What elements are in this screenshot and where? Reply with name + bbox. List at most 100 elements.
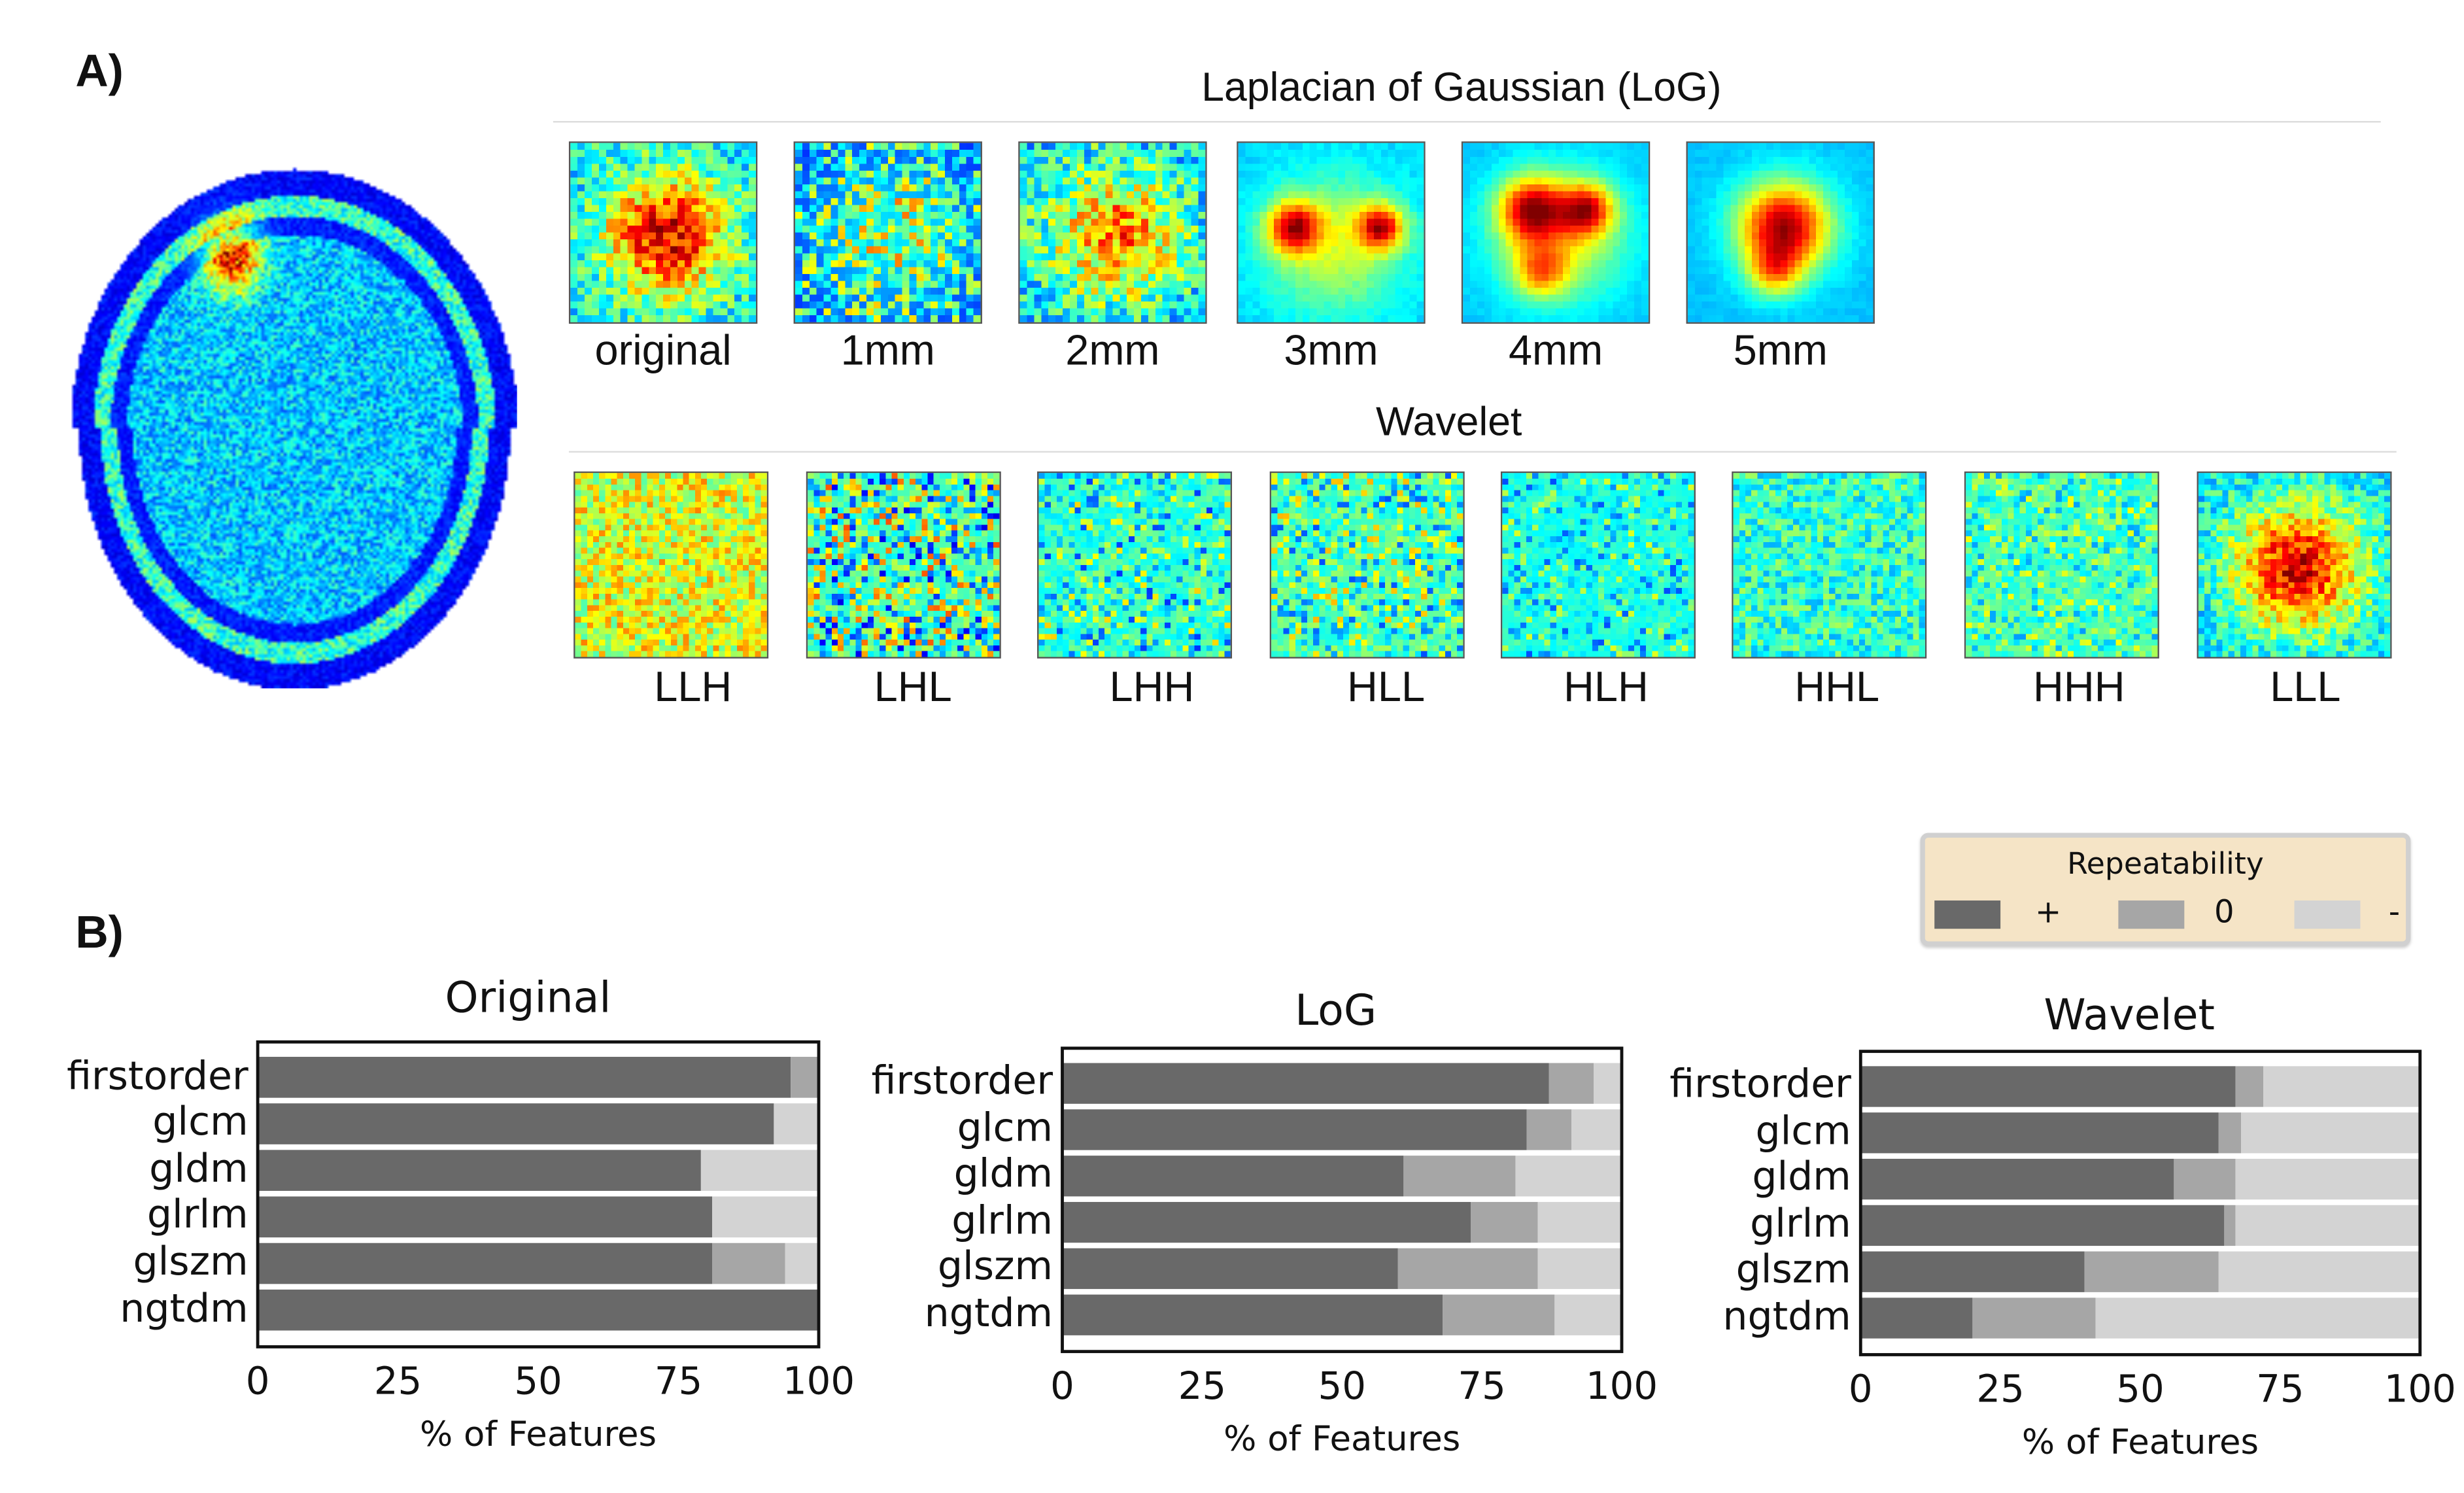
wavelet-image-HLL <box>1269 471 1465 659</box>
bar-glrlm-positive <box>258 1196 713 1238</box>
bar-gldm-negative <box>1515 1156 1622 1197</box>
bar-glszm-positive <box>1062 1248 1398 1290</box>
bar-gldm-negative <box>2235 1158 2420 1200</box>
wavelet-image-HHL <box>1732 471 1927 659</box>
category-label: gldm <box>149 1145 248 1191</box>
legend-title: Repeatability <box>2067 847 2264 882</box>
bar-gldm-negative <box>700 1150 819 1192</box>
bar-ngtdm-negative <box>2095 1297 2420 1339</box>
category-label: firstorder <box>1669 1061 1851 1107</box>
log-image-original <box>568 141 758 324</box>
legend-label-positive: + <box>2035 892 2062 931</box>
wavelet-section-title: Wavelet <box>1375 397 1522 445</box>
legend-label-negative: - <box>2388 892 2401 931</box>
bar-gldm-positive <box>1860 1158 2174 1200</box>
x-tick-label: 50 <box>2116 1367 2165 1411</box>
x-tick-label: 100 <box>2384 1367 2456 1411</box>
bar-glcm-negative <box>1571 1109 1622 1150</box>
bar-firstorder-neutral <box>791 1057 819 1098</box>
bar-firstorder-negative <box>1594 1063 1622 1104</box>
chart-title: LoG <box>1295 987 1377 1036</box>
log-image-label: 3mm <box>1284 326 1378 374</box>
bar-glszm-negative <box>1537 1248 1622 1290</box>
bar-firstorder-positive <box>258 1057 791 1098</box>
bar-chart-wavelet <box>1858 1050 2422 1356</box>
log-image-2mm <box>1018 141 1207 324</box>
bar-glszm-positive <box>1860 1251 2085 1292</box>
bar-glcm-negative <box>2241 1112 2420 1154</box>
x-tick-label: 75 <box>2256 1367 2304 1411</box>
category-label: glrlm <box>1750 1200 1851 1246</box>
bar-glszm-negative <box>785 1243 819 1284</box>
category-label: firstorder <box>871 1058 1053 1104</box>
bar-glrlm-neutral <box>2224 1205 2236 1246</box>
log-image-label: 4mm <box>1508 326 1603 374</box>
bar-glcm-positive <box>258 1103 774 1144</box>
bar-gldm-positive <box>258 1150 701 1192</box>
category-label: glcm <box>1755 1107 1851 1154</box>
category-label: glcm <box>152 1099 248 1144</box>
bar-glszm-negative <box>2218 1251 2420 1292</box>
log-image-label: 2mm <box>1065 326 1160 374</box>
category-label: ngtdm <box>924 1290 1053 1335</box>
x-tick-label: 0 <box>245 1359 270 1403</box>
bar-gldm-positive <box>1062 1156 1404 1197</box>
category-label: glrlm <box>951 1197 1053 1243</box>
category-label: firstorder <box>67 1052 248 1098</box>
plot-frame <box>1858 1050 2422 1356</box>
bar-firstorder-neutral <box>2235 1066 2264 1107</box>
x-tick-label: 100 <box>782 1359 855 1403</box>
bar-glcm-negative <box>774 1103 819 1144</box>
category-label: glszm <box>1736 1246 1851 1292</box>
x-axis-label: % of Features <box>1223 1420 1461 1460</box>
log-image-label: original <box>594 326 732 374</box>
x-axis-label: % of Features <box>2021 1424 2259 1464</box>
bar-ngtdm-positive <box>1860 1297 1973 1339</box>
wavelet-image-label: LHH <box>1109 663 1195 711</box>
wavelet-image-label: HLH <box>1564 663 1649 711</box>
bar-gldm-neutral <box>2174 1158 2236 1200</box>
category-label: glszm <box>133 1238 248 1284</box>
bar-glszm-neutral <box>712 1243 785 1284</box>
wavelet-image-label: LHL <box>874 663 952 711</box>
log-section-title: Laplacian of Gaussian (LoG) <box>1201 63 1722 111</box>
bar-ngtdm-negative <box>1554 1294 1622 1335</box>
category-label: glcm <box>957 1105 1053 1150</box>
x-tick-label: 25 <box>373 1359 422 1403</box>
legend-swatch-positive <box>1934 900 2001 929</box>
log-image-4mm <box>1461 141 1651 324</box>
log-image-5mm <box>1686 141 1875 324</box>
bar-glcm-positive <box>1860 1112 2219 1154</box>
wavelet-image-LHL <box>806 471 1001 659</box>
brain-pet-image <box>69 146 517 689</box>
wavelet-image-HHH <box>1964 471 2159 659</box>
bar-glrlm-negative <box>712 1196 819 1238</box>
category-label: gldm <box>953 1150 1053 1197</box>
x-tick-label: 75 <box>1458 1364 1506 1409</box>
log-divider <box>553 121 2381 123</box>
bar-ngtdm-positive <box>258 1289 819 1331</box>
log-image-label: 1mm <box>840 326 935 374</box>
wavelet-image-label: HLL <box>1347 663 1426 711</box>
plot-frame <box>1061 1046 1624 1354</box>
bar-firstorder-neutral <box>1549 1063 1594 1104</box>
bar-glrlm-negative <box>1537 1201 1622 1243</box>
bar-glrlm-positive <box>1062 1201 1471 1243</box>
category-label: ngtdm <box>120 1284 248 1331</box>
bar-glcm-neutral <box>2218 1112 2242 1154</box>
bar-glrlm-neutral <box>1471 1201 1538 1243</box>
x-tick-label: 0 <box>1050 1364 1074 1409</box>
legend-swatch-neutral <box>2118 900 2185 929</box>
bar-glcm-neutral <box>1526 1109 1572 1150</box>
bar-glrlm-negative <box>2235 1205 2420 1246</box>
category-label: gldm <box>1752 1154 1851 1200</box>
bar-firstorder-positive <box>1062 1063 1549 1104</box>
x-tick-label: 25 <box>1178 1364 1227 1409</box>
wavelet-image-LHH <box>1037 471 1233 659</box>
category-label: ngtdm <box>1722 1293 1851 1339</box>
bar-glszm-neutral <box>2084 1251 2219 1292</box>
category-label: glrlm <box>146 1192 248 1238</box>
panel-b-label: B) <box>75 908 124 959</box>
plot-frame <box>256 1040 821 1348</box>
